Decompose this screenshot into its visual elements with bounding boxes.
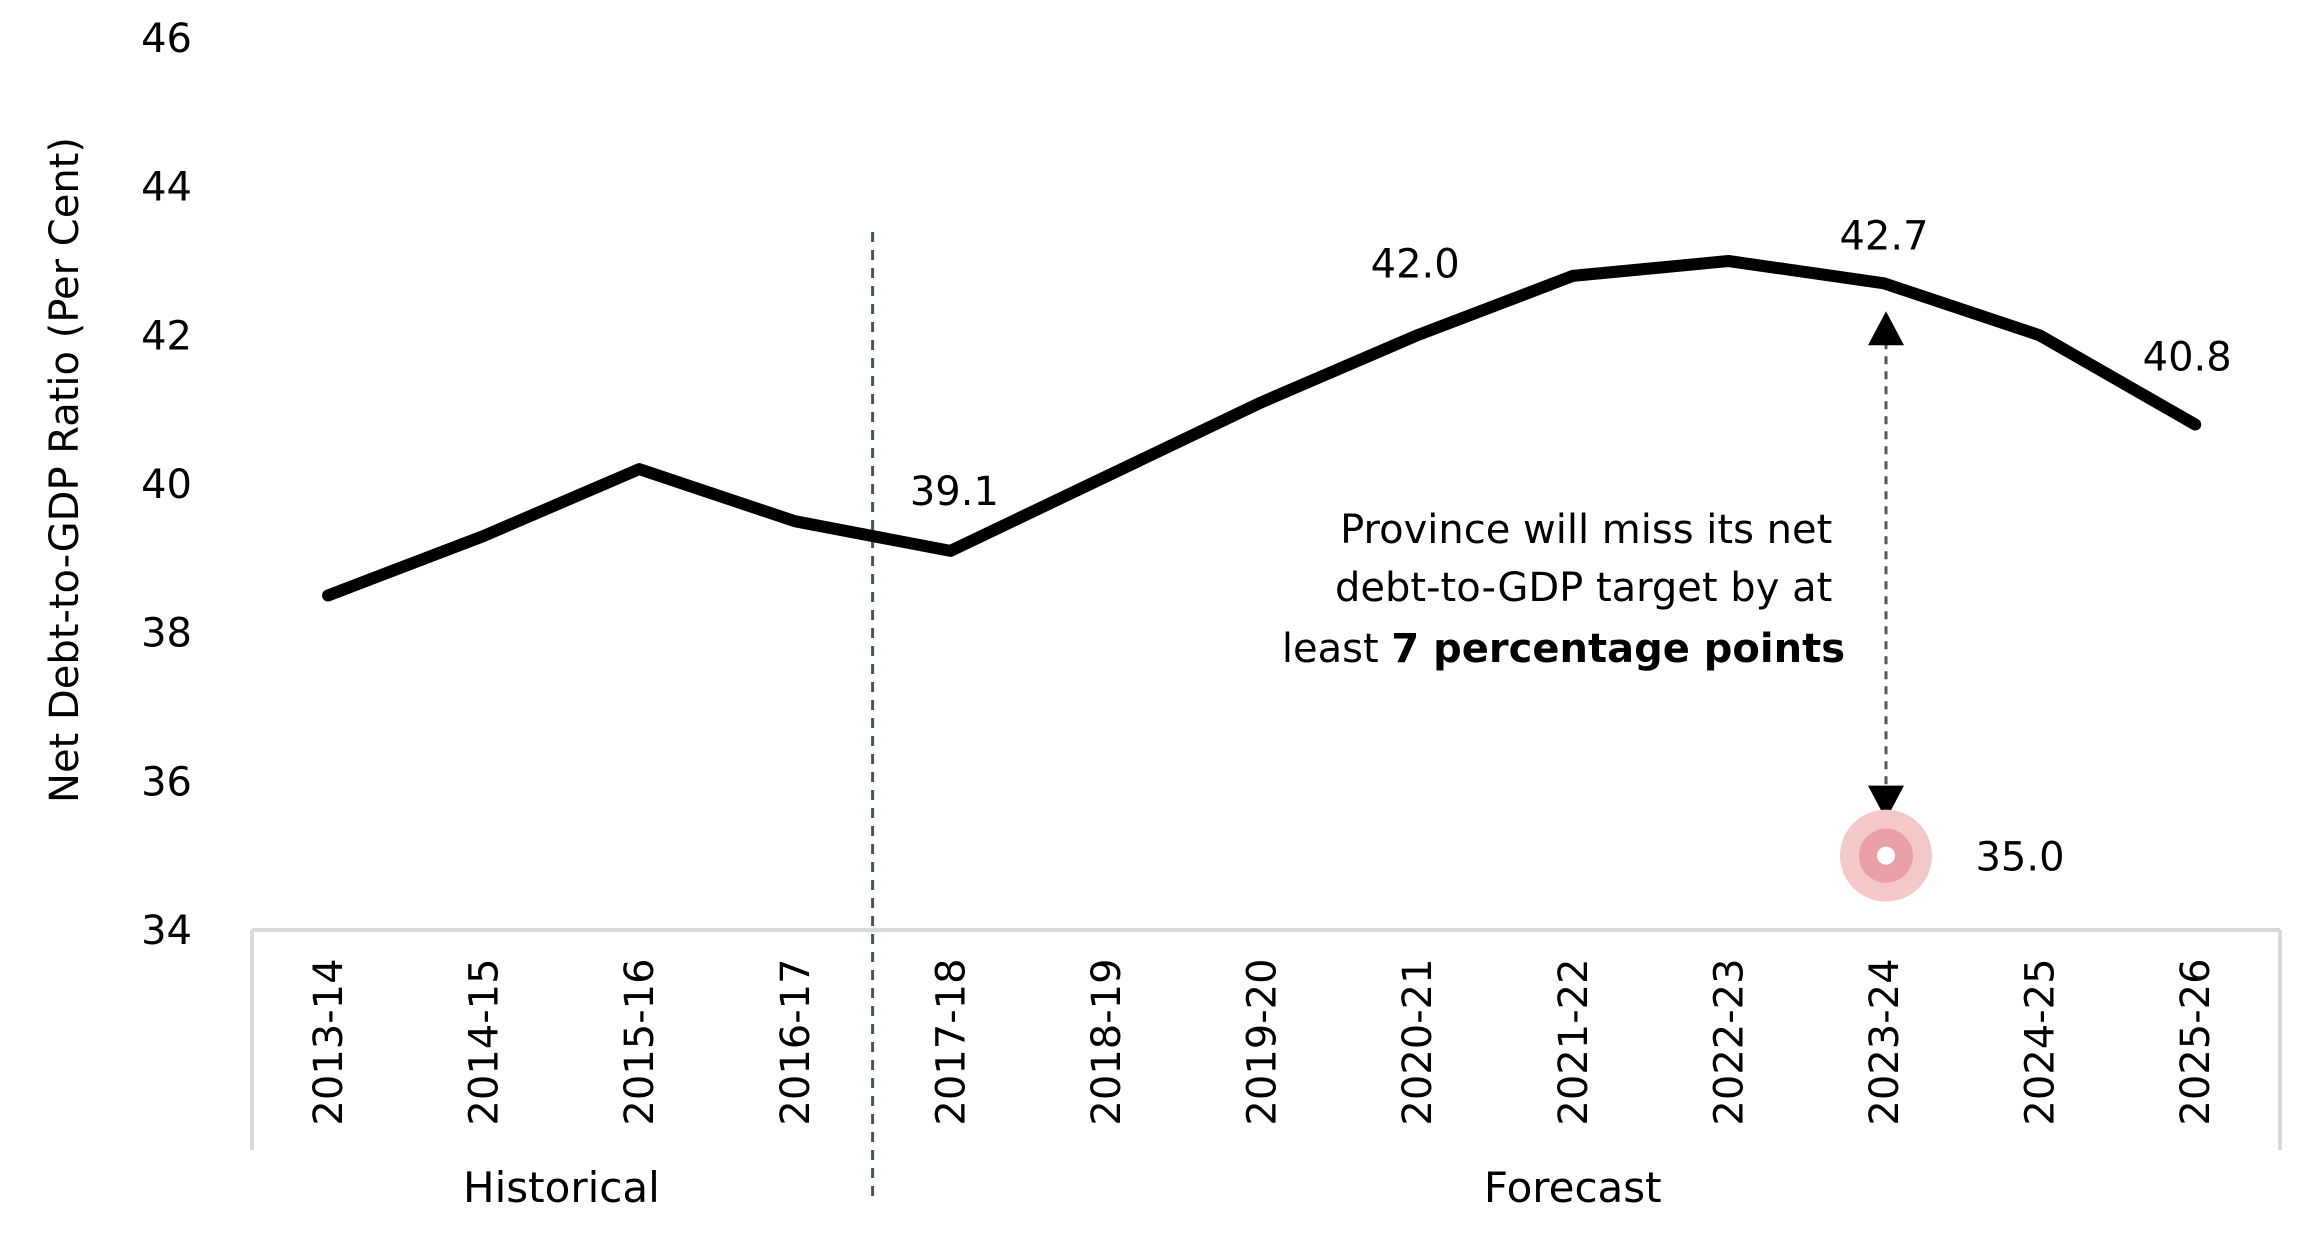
- net-debt-line: [322, 255, 2202, 602]
- target-miss-annotation: Province will miss its net debt-to-GDP t…: [1282, 507, 1845, 672]
- data-label: 42.7: [1839, 213, 1928, 259]
- arrowhead-up: [1868, 311, 1904, 346]
- annotation-line-1: Province will miss its net: [1340, 507, 1832, 553]
- target-value-label: 35.0: [1975, 835, 2064, 881]
- x-tick-label: 2013-14: [306, 958, 352, 1125]
- annotation-line-3: least 7 percentage points: [1282, 626, 1845, 672]
- group-label: Historical: [463, 1163, 660, 1212]
- data-label: 42.0: [1371, 241, 1460, 287]
- y-tick-label: 38: [141, 611, 192, 657]
- target-center: [1877, 846, 1895, 865]
- x-tick-label: 2016-17: [773, 958, 819, 1125]
- x-tick-label: 2018-19: [1084, 958, 1130, 1125]
- x-tick-label: 2025-26: [2173, 958, 2219, 1125]
- x-tick-label: 2015-16: [617, 958, 663, 1125]
- x-axis-box: [250, 928, 2282, 1150]
- target-gap-arrow: [1868, 311, 1904, 820]
- y-axis-label: Net Debt-to-GDP Ratio (Per Cent): [42, 137, 88, 803]
- target-icon: 35.0: [1840, 809, 2065, 902]
- y-tick-label: 46: [141, 16, 192, 62]
- period-groups: Historical Forecast: [463, 1163, 1662, 1212]
- x-tick-label: 2014-15: [462, 958, 508, 1125]
- x-axis-ticks: 2013-14 2014-15 2015-16 2016-17 2017-18 2018-…: [306, 958, 2219, 1125]
- y-tick-label: 44: [141, 165, 192, 211]
- group-label: Forecast: [1484, 1163, 1662, 1212]
- y-tick-label: 40: [141, 462, 192, 508]
- annotation-line-2: debt-to-GDP target by at: [1335, 565, 1832, 611]
- x-tick-label: 2019-20: [1240, 958, 1286, 1125]
- data-labels: 39.1 42.0 42.7 40.8: [910, 213, 2232, 515]
- y-axis-ticks: 34 36 38 40 42 44 46: [141, 16, 192, 954]
- x-tick-label: 2021-22: [1551, 958, 1597, 1125]
- x-tick-label: 2023-24: [1862, 958, 1908, 1125]
- x-tick-label: 2017-18: [928, 958, 974, 1125]
- x-tick-label: 2022-23: [1706, 958, 1752, 1125]
- data-label: 39.1: [910, 469, 999, 515]
- x-tick-label: 2020-21: [1395, 958, 1441, 1125]
- annotation-line-3-prefix: least: [1282, 626, 1391, 672]
- x-tick-label: 2024-25: [2018, 958, 2064, 1125]
- y-tick-label: 42: [141, 313, 192, 359]
- data-label: 40.8: [2143, 335, 2232, 381]
- annotation-line-3-bold: 7 percentage points: [1391, 626, 1845, 672]
- y-tick-label: 36: [141, 759, 192, 805]
- arrowhead-down: [1868, 785, 1904, 820]
- y-tick-label: 34: [141, 908, 192, 954]
